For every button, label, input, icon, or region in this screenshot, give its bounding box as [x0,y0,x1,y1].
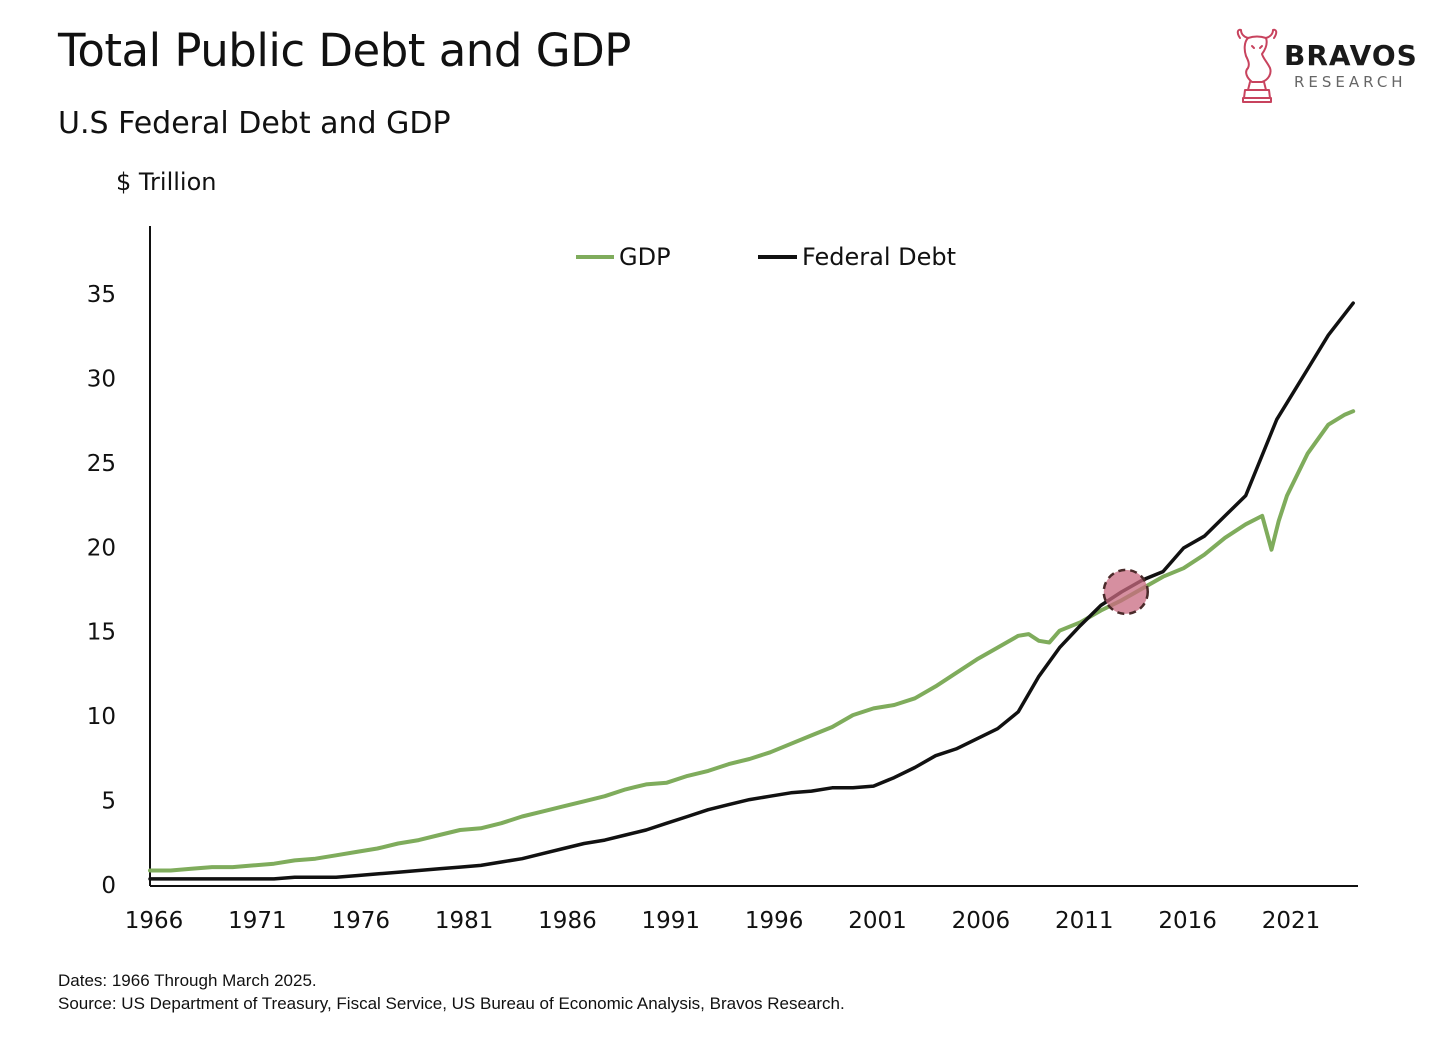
x-tick-label: 1966 [125,908,184,934]
y-tick-label: 0 [101,873,116,899]
x-tick-label: 2021 [1262,908,1321,934]
x-tick-label: 1986 [538,908,597,934]
series-line-federal-debt [148,301,1355,881]
logo-subtitle: RESEARCH [1294,73,1407,91]
series-layer [148,301,1356,881]
y-tick-labels: 0 5 10 15 20 25 30 35 [87,282,116,899]
x-tick-label: 2011 [1055,908,1114,934]
chart-footer: Dates: 1966 Through March 2025. Source: … [58,969,845,1015]
legend: GDP Federal Debt [576,243,956,271]
legend-label: Federal Debt [802,243,956,271]
y-tick-label: 30 [87,366,116,392]
logo-name: BRAVOS [1284,39,1418,72]
y-tick-label: 25 [87,451,116,477]
dates-note: Dates: 1966 Through March 2025. [58,971,317,990]
x-tick-label: 1976 [331,908,390,934]
y-tick-label: 35 [87,282,116,308]
bull-chess-knight-icon [1236,28,1278,103]
y-tick-label: 5 [101,789,116,815]
x-tick-labels: 1966 1971 1976 1981 1986 1991 1996 2001 2006 2011… [125,908,1321,934]
chart-subtitle: U.S Federal Debt and GDP [58,106,451,141]
y-tick-label: 15 [87,620,116,646]
x-tick-label: 2001 [848,908,907,934]
y-tick-label: 20 [87,535,116,561]
x-tick-label: 2006 [952,908,1011,934]
legend-label: GDP [619,243,671,271]
x-tick-label: 1991 [642,908,701,934]
bravos-logo: BRAVOS RESEARCH [1232,28,1432,108]
x-tick-label: 1981 [435,908,494,934]
y-axis-unit-label: $ Trillion [116,168,216,196]
x-tick-label: 2016 [1158,908,1217,934]
series-line-gdp [148,409,1356,873]
source-note: Source: US Department of Treasury, Fisca… [58,994,845,1013]
crossover-highlight-circle [1102,568,1150,616]
chart-title: Total Public Debt and GDP [58,24,631,77]
y-tick-label: 10 [87,704,116,730]
x-tick-label: 1971 [228,908,287,934]
x-tick-label: 1996 [745,908,804,934]
